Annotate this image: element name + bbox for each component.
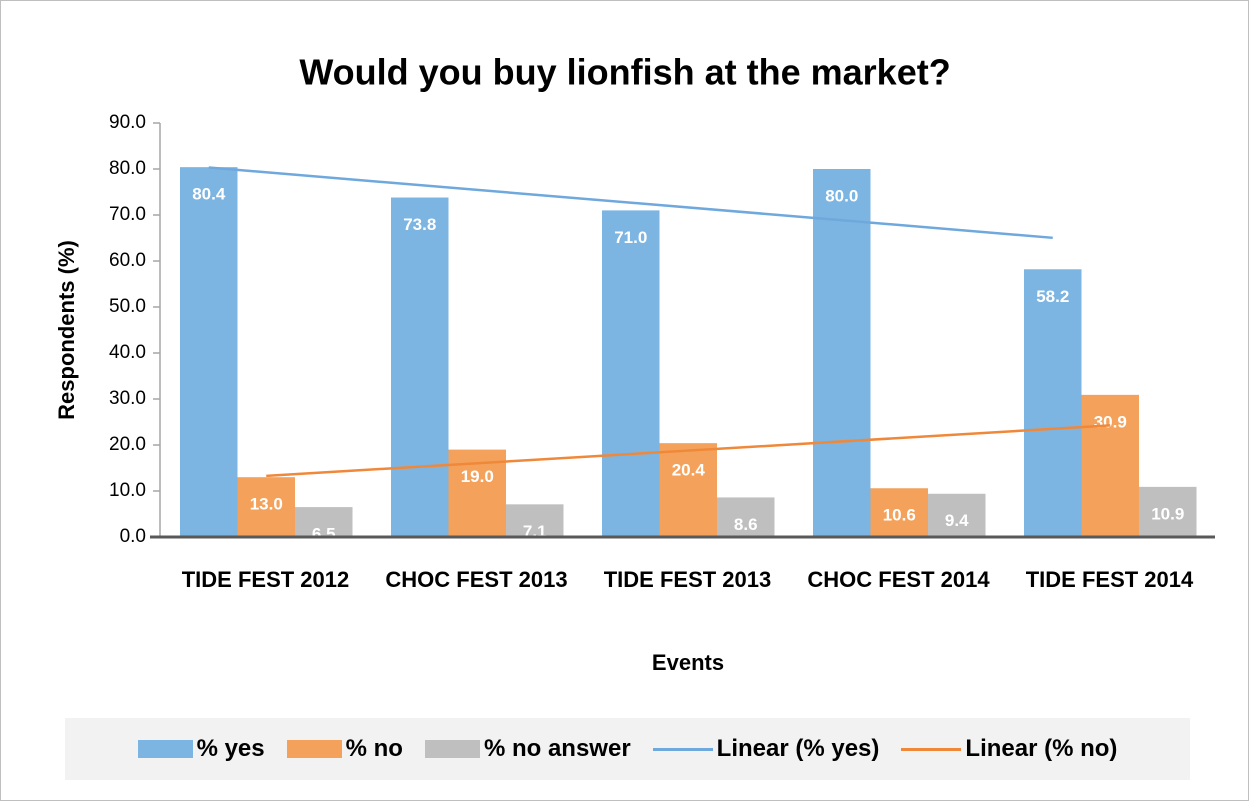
bar (813, 169, 871, 537)
y-tick-label: 10.0 (109, 480, 146, 501)
data-label: 73.8 (403, 215, 436, 234)
y-tick-label: 30.0 (109, 388, 146, 409)
y-tick-label: 0.0 (120, 526, 146, 547)
trendline (266, 424, 1111, 478)
data-label: 30.9 (1094, 412, 1127, 431)
legend-entry: % no answer (424, 735, 631, 763)
y-tick-label: 40.0 (109, 342, 146, 363)
legend-swatch (137, 740, 193, 758)
bar (237, 477, 295, 537)
x-tick-label: CHOC FEST 2013 (385, 567, 568, 592)
x-tick-label: TIDE FEST 2014 (1025, 567, 1194, 592)
x-tick-label: TIDE FEST 2013 (603, 567, 772, 592)
legend-swatch (424, 740, 480, 758)
data-label: 80.0 (825, 186, 858, 205)
legend-label: % no (345, 735, 403, 762)
data-label: 8.6 (734, 515, 758, 534)
bar (391, 197, 449, 537)
data-label: 10.9 (1151, 504, 1184, 523)
legend-label: % no answer (483, 735, 631, 762)
x-axis-title: Events (652, 650, 724, 675)
legend-swatch (286, 740, 342, 758)
bar (295, 507, 353, 537)
legend-entry: Linear (% no) (901, 735, 1117, 763)
data-label: 19.0 (461, 467, 494, 486)
bar (870, 488, 928, 537)
legend-entry: Linear (% yes) (652, 735, 880, 763)
y-axis-title: Respondents (%) (54, 240, 79, 420)
legend-label: % yes (196, 735, 265, 762)
legend-label: Linear (% yes) (716, 735, 880, 762)
legend: % yes % no % no answer Linear (% yes) Linear… (65, 718, 1190, 780)
legend-line (652, 747, 713, 751)
y-tick-label: 90.0 (109, 112, 146, 133)
bar (928, 493, 986, 537)
y-tick-label: 70.0 (109, 204, 146, 225)
bar (602, 210, 660, 537)
data-label: 13.0 (250, 495, 283, 514)
trendline (208, 166, 1053, 240)
bar (506, 504, 564, 537)
y-tick-label: 50.0 (109, 296, 146, 317)
bar (717, 497, 775, 537)
y-tick-label: 60.0 (109, 250, 146, 271)
data-label: 71.0 (614, 228, 647, 247)
legend-line (901, 747, 962, 751)
bar (1081, 394, 1139, 537)
data-label: 10.6 (883, 506, 916, 525)
data-label: 6.5 (312, 525, 336, 544)
x-tick-label: CHOC FEST 2014 (807, 567, 990, 592)
y-tick-label: 20.0 (109, 434, 146, 455)
data-label: 58.2 (1036, 287, 1069, 306)
legend-label: Linear (% no) (965, 735, 1118, 762)
bar (659, 443, 717, 537)
chart-title: Would you buy lionfish at the market? (299, 52, 950, 93)
bar (1024, 269, 1082, 537)
legend-entry: % yes (137, 735, 265, 763)
legend-entry: % no (286, 735, 403, 763)
data-label: 9.4 (945, 511, 969, 530)
bar (180, 167, 238, 537)
bar (1139, 486, 1197, 537)
y-tick-label: 80.0 (109, 158, 146, 179)
x-tick-label: TIDE FEST 2012 (181, 567, 350, 592)
data-label: 80.4 (192, 185, 226, 204)
data-label: 20.4 (672, 461, 706, 480)
